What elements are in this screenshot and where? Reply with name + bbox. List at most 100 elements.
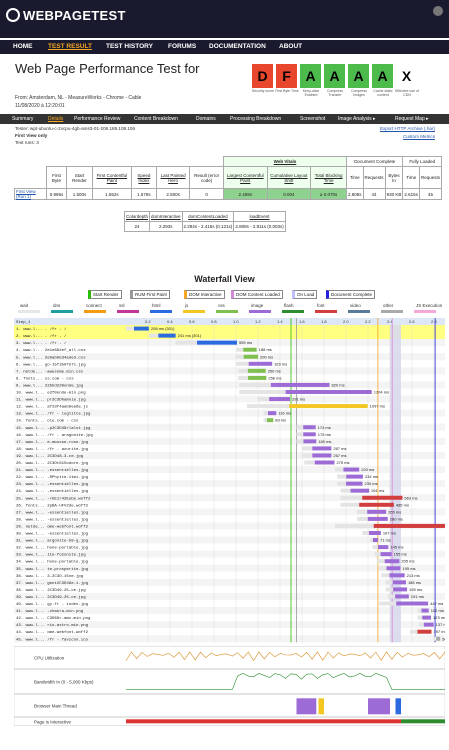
request-duration: 200 ms [260, 354, 273, 359]
request-duration: 250 ms [268, 368, 281, 373]
user-avatar-icon[interactable] [433, 6, 443, 16]
request-label: 36. www.l... 3-2C3D-15ne.jpg [16, 574, 84, 579]
document-complete-band [390, 325, 401, 643]
request-wait-bar [302, 446, 313, 451]
grade-first-byte-time[interactable]: F [276, 64, 297, 88]
request-row [14, 402, 445, 410]
col-tbt[interactable]: Total Blocking Time [310, 166, 347, 189]
metric-label: Browser Main Thread [34, 703, 77, 708]
export-har-link[interactable]: Export HTTP Archive (.har) [379, 126, 435, 131]
request-duration: 559 ms [239, 340, 252, 345]
col-full-requests: Requests [418, 166, 443, 189]
grade-compress-transfer[interactable]: A [324, 64, 345, 88]
subnav-details[interactable]: Details [48, 116, 64, 122]
val-doc-requests: 44 [362, 188, 386, 200]
col-speed-index[interactable]: Speed Index [130, 166, 157, 189]
type-label-connect: connect [86, 303, 103, 308]
request-bar [289, 404, 368, 409]
val-last-painted-hero: 2.500s [155, 188, 191, 200]
dom-val-colordepth: 24 [123, 221, 151, 232]
request-bar [285, 390, 372, 394]
request-label: 29. netde... ome-webfont.woff2 [16, 524, 89, 529]
col-last-painted-hero[interactable]: Last Painted Hero [155, 166, 191, 189]
nav-test-result[interactable]: TEST RESULT [48, 43, 92, 50]
subnav-summary[interactable]: Summary [12, 116, 34, 122]
nav-about[interactable]: ABOUT [279, 43, 303, 50]
site-header: WEBPAGETEST [0, 0, 449, 38]
request-row [14, 473, 445, 481]
request-wait-bar [337, 481, 347, 486]
test-from: From: Amsterdam, NL - MeasureWorks - Chr… [15, 95, 142, 101]
request-row [14, 571, 445, 579]
request-row [14, 360, 445, 368]
request-bar [368, 531, 381, 535]
tick-label: 0.6 [189, 319, 195, 324]
grade-label: Compress Images [351, 89, 367, 97]
request-row [14, 409, 445, 417]
grade-cache-static-content[interactable]: A [372, 64, 393, 88]
col-first-byte: First Byte [45, 166, 68, 189]
request-label: 32. www.l... hone-portable.jpg [16, 546, 89, 551]
request-label: 40. www.l... gy.fr - index.jpg [16, 602, 89, 607]
grade-security-score[interactable]: D [252, 64, 273, 88]
subnav-content-breakdown[interactable]: Content Breakdown [134, 116, 178, 122]
first-view-run-link[interactable]: First View (Run 1) [14, 188, 47, 200]
request-bar [267, 411, 277, 416]
custom-metrics-link[interactable]: Custom Metrics [403, 134, 435, 139]
request-duration: 820 ms [332, 382, 345, 387]
type-label-other: other [383, 303, 394, 308]
col-cls[interactable]: Cumulative Layout Shift [266, 166, 312, 189]
webpagetest-logo[interactable]: WEBPAGETEST [6, 8, 126, 23]
subnav-domains[interactable]: Domains [196, 116, 216, 122]
col-fcp[interactable]: First Contentful Paint [91, 166, 132, 189]
request-duration: 291 ms [292, 397, 305, 402]
subnav-screenshot[interactable]: Screenshot [300, 116, 326, 122]
val-result: 0 [189, 188, 224, 200]
subnav-image-analysis[interactable]: Image Analysis ▸ [338, 116, 376, 122]
subnav-processing-breakdown[interactable]: Processing Breakdown [230, 116, 282, 122]
request-bar [393, 587, 408, 592]
request-bar [247, 368, 266, 373]
request-label: 4. www.l... 2e1e884ef_all.css [16, 348, 86, 353]
request-wait-bar [417, 615, 423, 620]
request-label: 33. www.l... ite-fosonite.jpg [16, 553, 86, 558]
step-row [14, 318, 445, 326]
request-label: 11. www.l... pr2C3Dhamnie.jpg [16, 398, 86, 403]
request-label: 20. www.l... 2C3Dt615odore.jpg [16, 461, 89, 466]
interactive-bar [401, 719, 445, 724]
nav-forums[interactable]: FORUMS [168, 43, 197, 50]
col-full-time: Time [402, 166, 420, 189]
grade-keep-alive-enabled[interactable]: A [300, 64, 321, 88]
subnav-request-map[interactable]: Request Map ▸ [395, 116, 429, 122]
step-label: Step_1 [16, 321, 31, 325]
main-thread-block [368, 698, 390, 715]
request-row [14, 536, 445, 544]
request-wait-bar [236, 354, 244, 359]
col-doc-requests: Requests [362, 166, 386, 189]
request-row [14, 578, 445, 586]
nav-test-history[interactable]: TEST HISTORY [106, 43, 153, 50]
request-row [14, 557, 445, 565]
request-duration: 188 ms [259, 347, 272, 352]
request-label: 13. www.l... /fr - luglitte.jpg [16, 412, 91, 417]
request-row [14, 607, 445, 615]
grade-effective-use-of-cdn[interactable]: X [396, 64, 417, 88]
request-duration: 220 ms [361, 467, 374, 472]
request-wait-bar [236, 347, 244, 352]
request-row [14, 600, 445, 608]
request-row [14, 529, 445, 537]
request-wait-bar [385, 580, 393, 585]
results-table: Web Vitals Document Complete Fully Loade… [14, 156, 443, 200]
request-duration: 174 ms [318, 425, 331, 430]
type-label-css: css [218, 303, 226, 308]
subnav-performance-review[interactable]: Performance Review [74, 116, 121, 122]
request-bar [384, 559, 400, 564]
request-bar [303, 425, 316, 430]
nav-home[interactable]: HOME [13, 43, 33, 50]
grade-compress-images[interactable]: A [348, 64, 369, 88]
request-duration: 205 ms [401, 559, 414, 564]
type-label-wait: wait [20, 303, 29, 308]
col-lcp[interactable]: Largest Contentful Paint [222, 166, 268, 189]
nav-documentation[interactable]: DOCUMENTATION [209, 43, 266, 50]
request-duration: 213 ms [407, 573, 420, 578]
